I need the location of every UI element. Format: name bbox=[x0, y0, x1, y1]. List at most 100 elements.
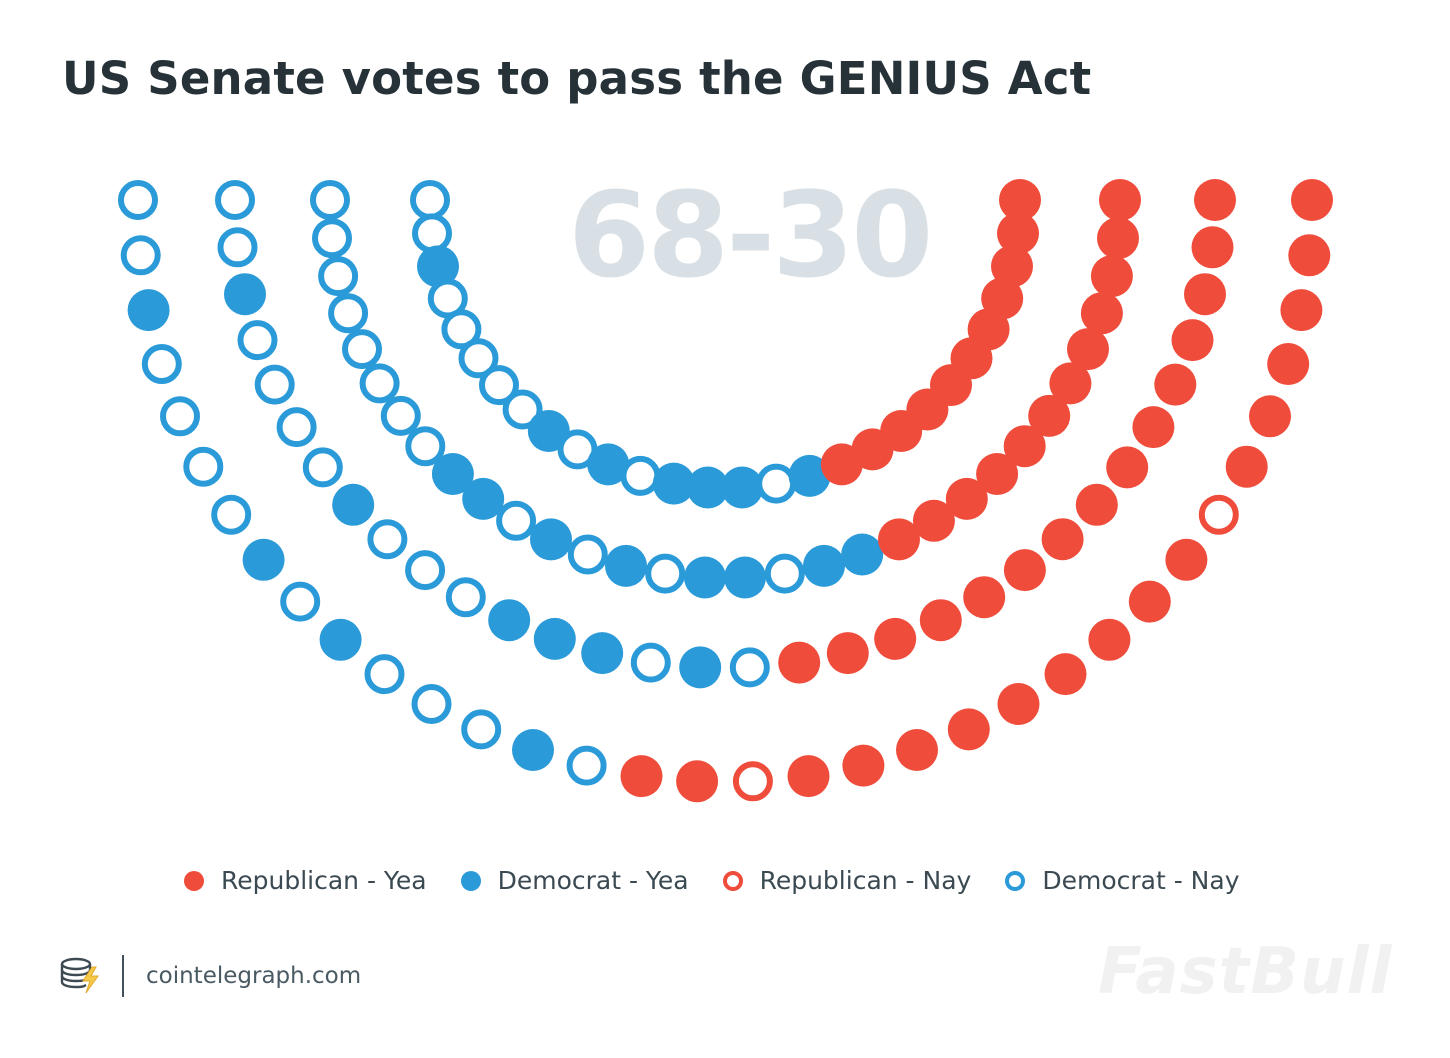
seat-democrat-yea bbox=[319, 618, 362, 661]
seat-democrat-yea bbox=[652, 462, 695, 505]
seat-democrat-nay bbox=[496, 500, 537, 541]
seat-democrat-nay bbox=[359, 363, 400, 404]
seat-republican-yea bbox=[1049, 362, 1092, 405]
seat-democrat-nay bbox=[364, 654, 405, 695]
seat-democrat-nay bbox=[328, 293, 369, 334]
seat-republican-yea bbox=[1106, 446, 1149, 489]
seat-democrat-yea bbox=[587, 443, 630, 486]
democrat-yea-swatch bbox=[460, 870, 481, 891]
seat-democrat-yea bbox=[724, 556, 766, 599]
seat-democrat-nay bbox=[405, 550, 446, 591]
legend-item-republican-yea: Republican - Yea bbox=[184, 866, 427, 895]
site-url: cointelegraph.com bbox=[146, 963, 362, 989]
seat-democrat-nay bbox=[441, 309, 482, 350]
seat-democrat-yea bbox=[533, 617, 576, 660]
seat-democrat-yea bbox=[462, 477, 505, 520]
seat-republican-yea bbox=[1080, 292, 1123, 335]
legend-item-republican-nay: Republican - Nay bbox=[722, 866, 971, 895]
seat-democrat-yea bbox=[431, 453, 474, 495]
seat-republican-yea bbox=[1128, 580, 1171, 623]
seat-democrat-yea bbox=[332, 483, 375, 526]
legend-item-democrat-nay: Democrat - Nay bbox=[1005, 866, 1240, 895]
seat-democrat-nay bbox=[405, 426, 446, 467]
seat-republican-yea bbox=[1249, 395, 1291, 438]
seat-democrat-nay bbox=[367, 519, 408, 560]
seat-republican-yea bbox=[947, 708, 990, 751]
seat-democrat-nay bbox=[237, 320, 278, 361]
republican-yea-swatch bbox=[184, 870, 204, 891]
seat-republican-yea bbox=[1280, 289, 1323, 332]
seat-republican-yea bbox=[1132, 406, 1175, 449]
legend-item-democrat-yea: Democrat - Yea bbox=[460, 866, 689, 895]
seat-republican-yea bbox=[1090, 255, 1133, 298]
seat-republican-yea bbox=[976, 453, 1019, 495]
seat-democrat-nay bbox=[567, 534, 608, 575]
seat-democrat-nay bbox=[280, 581, 321, 622]
seat-republican-yea bbox=[1288, 234, 1331, 277]
republican-nay-swatch bbox=[722, 870, 743, 891]
seat-republican-yea bbox=[1184, 273, 1226, 316]
footer-divider bbox=[122, 955, 124, 997]
cointelegraph-coins-lightning-icon bbox=[60, 957, 99, 994]
seat-democrat-nay bbox=[479, 365, 519, 406]
seat-democrat-nay bbox=[410, 180, 450, 220]
seat-republican-yea bbox=[945, 477, 988, 520]
seat-democrat-nay bbox=[729, 647, 770, 688]
seat-democrat-yea bbox=[530, 518, 572, 561]
seat-democrat-yea bbox=[581, 632, 624, 675]
seat-republican-yea bbox=[1191, 226, 1234, 269]
seat-democrat-nay bbox=[118, 180, 158, 220]
seat-republican-yea bbox=[1165, 538, 1208, 581]
seat-democrat-yea bbox=[242, 538, 285, 581]
footer: cointelegraph.com bbox=[58, 955, 361, 997]
seat-republican-yea bbox=[1075, 483, 1118, 526]
seat-republican-yea bbox=[896, 729, 938, 771]
seat-republican-yea bbox=[1171, 319, 1214, 362]
seat-democrat-nay bbox=[645, 553, 686, 594]
legend: Republican - Yea Democrat - Yea Republic… bbox=[184, 866, 1274, 895]
seat-democrat-nay bbox=[630, 642, 671, 683]
seat-democrat-yea bbox=[803, 544, 845, 587]
seat-republican-yea bbox=[787, 755, 830, 798]
legend-label: Democrat - Nay bbox=[1042, 866, 1240, 895]
seat-republican-yea bbox=[878, 518, 920, 561]
senate-seat-chart bbox=[118, 179, 1333, 803]
seat-democrat-nay bbox=[276, 407, 317, 448]
seat-democrat-yea bbox=[417, 245, 459, 288]
seat-republican-yea bbox=[1097, 217, 1139, 260]
seat-democrat-nay bbox=[412, 213, 452, 254]
seat-democrat-yea bbox=[788, 454, 831, 497]
seat-democrat-nay bbox=[215, 180, 255, 220]
seat-republican-yea bbox=[963, 576, 1006, 619]
seat-democrat-yea bbox=[224, 273, 266, 316]
seat-democrat-nay bbox=[211, 494, 252, 535]
seat-democrat-nay bbox=[302, 447, 343, 488]
seat-republican-yea bbox=[676, 760, 719, 803]
seat-republican-yea bbox=[1099, 179, 1141, 221]
seat-democrat-nay bbox=[502, 389, 543, 430]
seat-democrat-nay bbox=[310, 180, 350, 220]
seat-democrat-nay bbox=[160, 396, 200, 437]
seat-republican-yea bbox=[1028, 394, 1071, 437]
seat-democrat-yea bbox=[605, 544, 647, 587]
seat-republican-yea bbox=[1003, 425, 1046, 468]
seat-republican-yea bbox=[778, 641, 821, 684]
seat-republican-yea bbox=[1225, 445, 1268, 488]
seat-republican-yea bbox=[997, 212, 1039, 255]
seat-democrat-nay bbox=[380, 395, 421, 436]
seat-republican-yea bbox=[1291, 179, 1333, 221]
seat-republican-yea bbox=[919, 599, 962, 642]
seat-democrat-nay bbox=[458, 338, 499, 379]
seat-democrat-yea bbox=[127, 289, 170, 332]
democrat-nay-swatch bbox=[1005, 870, 1026, 891]
legend-label: Republican - Yea bbox=[221, 866, 427, 895]
seat-democrat-nay bbox=[120, 235, 161, 276]
seat-republican-yea bbox=[1088, 618, 1131, 661]
seat-democrat-nay bbox=[254, 364, 295, 405]
seat-republican-yea bbox=[1041, 518, 1084, 561]
seat-democrat-nay bbox=[217, 227, 258, 268]
seat-republican-yea bbox=[842, 744, 885, 787]
seat-republican-yea bbox=[1194, 179, 1236, 221]
seat-republican-yea bbox=[912, 499, 955, 542]
seat-democrat-yea bbox=[488, 599, 531, 642]
